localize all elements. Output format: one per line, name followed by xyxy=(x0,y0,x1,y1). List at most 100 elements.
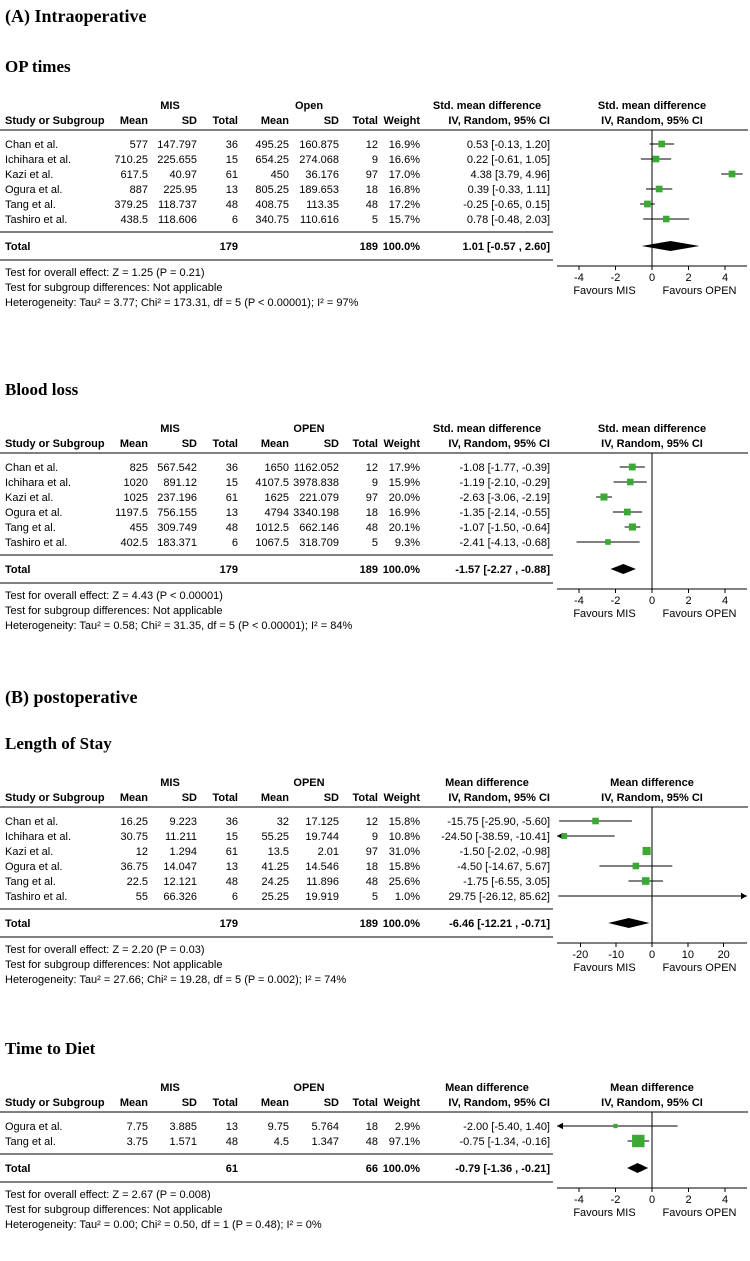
study-name: Ichihara et al. xyxy=(5,831,71,843)
cell-mis-mean: 825 xyxy=(130,462,148,474)
cell-open-total: 5 xyxy=(372,537,378,549)
favours-right-label: Favours OPEN xyxy=(663,608,737,620)
cell-open-total: 97 xyxy=(366,846,378,858)
effect-marker xyxy=(613,1123,618,1129)
cell-weight: 17.0% xyxy=(389,169,420,181)
col-mean1-header: Mean xyxy=(120,1097,148,1109)
cell-weight: 16.6% xyxy=(389,154,420,166)
cell-open-mean: 408.75 xyxy=(255,199,289,211)
effect-marker xyxy=(632,862,640,870)
total-row-label: Total xyxy=(5,241,30,253)
cell-ci-text: -0.25 [-0.65, 0.15] xyxy=(463,199,550,211)
footer-stat-line: Test for overall effect: Z = 2.20 (P = 0… xyxy=(5,944,205,956)
axis-tick-label: 20 xyxy=(718,949,730,961)
cell-mis-sd: 567.542 xyxy=(157,462,197,474)
cell-mis-total: 48 xyxy=(226,199,238,211)
cell-open-mean: 32 xyxy=(277,816,289,828)
cell-weight: 25.6% xyxy=(389,876,420,888)
cell-mis-total: 48 xyxy=(226,522,238,534)
forest-plot-length-of-stay: MIS OPEN Mean difference Mean difference Stu… xyxy=(0,776,750,993)
cell-weight: 9.3% xyxy=(395,537,420,549)
cell-open-mean: 654.25 xyxy=(255,154,289,166)
cell-open-sd: 5.764 xyxy=(311,1121,339,1133)
cell-mis-total: 48 xyxy=(226,876,238,888)
effect-marker xyxy=(628,463,636,471)
col-total1-header: Total xyxy=(213,438,238,450)
cell-ci-text: 29.75 [-26.12, 85.62] xyxy=(448,891,550,903)
cell-open-mean: 13.5 xyxy=(268,846,289,858)
study-name: Ogura et al. xyxy=(5,861,62,873)
total-mis-n: 179 xyxy=(220,241,238,253)
cell-open-sd: 19.744 xyxy=(305,831,339,843)
cell-open-total: 18 xyxy=(366,1121,378,1133)
study-name: Chan et al. xyxy=(5,462,58,474)
cell-mis-mean: 438.5 xyxy=(120,214,148,226)
cell-mis-sd: 66.326 xyxy=(163,891,197,903)
col-total2-header: Total xyxy=(353,792,378,804)
col-ci-header: IV, Random, 95% CI xyxy=(448,1097,550,1109)
cell-ci-text: -1.75 [-6.55, 3.05] xyxy=(463,876,550,888)
cell-mis-sd: 147.797 xyxy=(157,139,197,151)
favours-left-label: Favours MIS xyxy=(573,1207,635,1219)
axis-tick-label: -2 xyxy=(611,595,621,607)
cell-mis-mean: 7.75 xyxy=(127,1121,148,1133)
cell-mis-sd: 237.196 xyxy=(157,492,197,504)
cell-weight: 15.9% xyxy=(389,477,420,489)
col-study-header: Study or Subgroup xyxy=(5,438,105,450)
total-ci-text: -1.57 [-2.27 , -0.88] xyxy=(455,564,550,576)
effect-header: Std. mean difference xyxy=(433,423,541,435)
effect-marker xyxy=(626,478,634,486)
cell-mis-total: 48 xyxy=(226,1136,238,1148)
cell-mis-mean: 55 xyxy=(136,891,148,903)
cell-ci-text: 0.53 [-0.13, 1.20] xyxy=(467,139,550,151)
plot-effect-header: Std. mean difference xyxy=(598,423,706,435)
forest-svg-length-of-stay: MIS OPEN Mean difference Mean difference Stu… xyxy=(0,777,748,986)
study-name: Tang et al. xyxy=(5,876,56,888)
cell-ci-text: 0.39 [-0.33, 1.11] xyxy=(468,184,550,196)
col-study-header: Study or Subgroup xyxy=(5,792,105,804)
cell-open-sd: 221.079 xyxy=(299,492,339,504)
cell-open-total: 12 xyxy=(366,816,378,828)
cell-open-total: 5 xyxy=(372,214,378,226)
cell-open-sd: 11.896 xyxy=(306,876,339,888)
cell-open-mean: 9.75 xyxy=(268,1121,289,1133)
cell-ci-text: -24.50 [-38.59, -10.41] xyxy=(441,831,550,843)
cell-open-total: 12 xyxy=(366,462,378,474)
effect-marker xyxy=(642,846,651,856)
cell-weight: 20.1% xyxy=(389,522,420,534)
favours-left-label: Favours MIS xyxy=(573,608,635,620)
study-name: Tashiro et al. xyxy=(5,537,67,549)
summary-diamond xyxy=(627,1163,649,1173)
cell-ci-text: -2.63 [-3.06, -2.19] xyxy=(460,492,551,504)
footer-stat-line: Test for subgroup differences: Not appli… xyxy=(5,1204,222,1216)
cell-open-sd: 189.653 xyxy=(299,184,339,196)
col-weight-header: Weight xyxy=(384,115,421,127)
study-name: Tang et al. xyxy=(5,199,56,211)
col-mean1-header: Mean xyxy=(120,115,148,127)
cell-mis-sd: 40.97 xyxy=(169,169,197,181)
cell-ci-text: 0.22 [-0.61, 1.05] xyxy=(467,154,550,166)
cell-ci-text: -2.00 [-5.40, 1.40] xyxy=(463,1121,550,1133)
col-sd1-header: SD xyxy=(182,115,197,127)
favours-left-label: Favours MIS xyxy=(573,962,635,974)
col-mean2-header: Mean xyxy=(261,792,289,804)
cell-weight: 17.2% xyxy=(389,199,420,211)
col-ci-header: IV, Random, 95% CI xyxy=(448,115,550,127)
cell-open-sd: 36.176 xyxy=(305,169,339,181)
study-name: Tashiro et al. xyxy=(5,214,67,226)
cell-weight: 97.1% xyxy=(389,1136,420,1148)
cell-open-sd: 274.068 xyxy=(299,154,339,166)
cell-mis-total: 61 xyxy=(226,846,238,858)
favours-right-label: Favours OPEN xyxy=(663,1207,737,1219)
cell-weight: 20.0% xyxy=(389,492,420,504)
plot-effect-header: Mean difference xyxy=(610,777,694,789)
forest-svg-op-times: MIS Open Std. mean difference Std. mean dif… xyxy=(0,100,748,309)
cell-mis-sd: 1.294 xyxy=(169,846,197,858)
cell-open-sd: 14.546 xyxy=(305,861,339,873)
study-name: Tashiro et al. xyxy=(5,891,67,903)
cell-open-sd: 17.125 xyxy=(305,816,339,828)
effect-marker xyxy=(644,200,651,208)
study-name: Ogura et al. xyxy=(5,507,62,519)
cell-mis-mean: 379.25 xyxy=(114,199,148,211)
